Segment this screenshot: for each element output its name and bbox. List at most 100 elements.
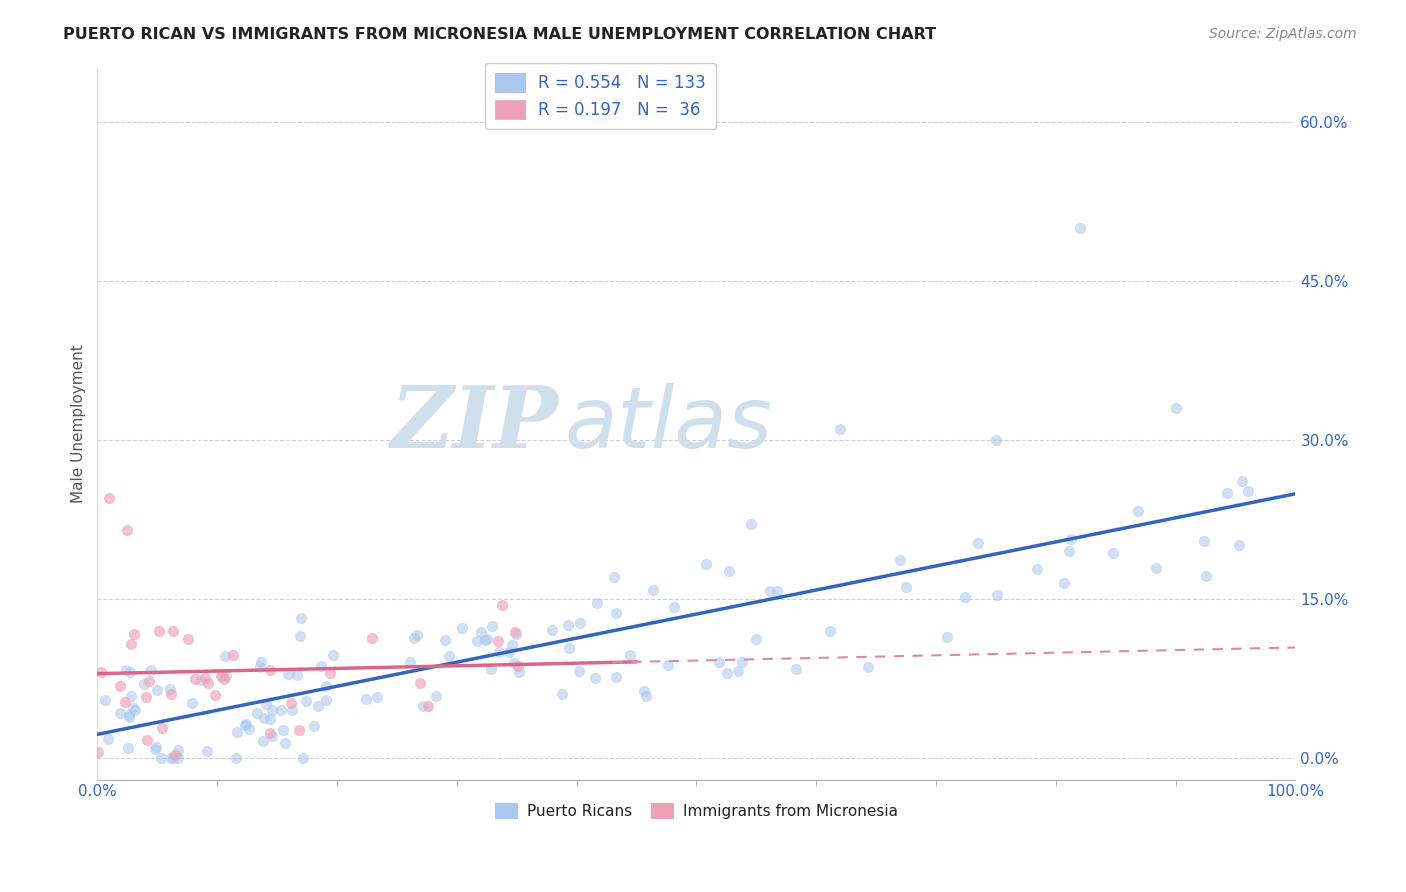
Point xyxy=(766,583,789,598)
Point xyxy=(398,655,420,669)
Point xyxy=(953,590,976,604)
Point xyxy=(481,619,503,633)
Point xyxy=(145,742,167,756)
Point xyxy=(716,666,738,681)
Point xyxy=(262,703,284,717)
Point xyxy=(288,629,311,643)
Point xyxy=(315,679,337,693)
Point xyxy=(557,640,579,655)
Point xyxy=(124,703,146,717)
Point xyxy=(491,599,513,613)
Point xyxy=(271,723,294,738)
Point xyxy=(633,684,655,698)
Point xyxy=(132,677,155,691)
Point xyxy=(470,625,492,640)
Point xyxy=(759,584,782,599)
Point xyxy=(605,606,627,620)
Point xyxy=(222,648,245,662)
Y-axis label: Male Unemployment: Male Unemployment xyxy=(72,344,86,503)
Point xyxy=(731,655,754,669)
Point xyxy=(259,713,281,727)
Point xyxy=(1144,561,1167,575)
Point xyxy=(586,596,609,610)
Point xyxy=(184,672,207,686)
Point xyxy=(1069,220,1091,235)
Point xyxy=(474,632,496,647)
Point xyxy=(136,733,159,747)
Point xyxy=(894,581,917,595)
Point xyxy=(108,679,131,693)
Point xyxy=(190,673,212,687)
Point xyxy=(162,624,184,638)
Point xyxy=(641,583,664,598)
Point xyxy=(354,692,377,706)
Point xyxy=(120,637,142,651)
Point xyxy=(475,632,498,647)
Point xyxy=(437,649,460,664)
Point xyxy=(159,682,181,697)
Point xyxy=(568,616,591,631)
Point xyxy=(148,624,170,639)
Point xyxy=(727,665,749,679)
Point xyxy=(270,702,292,716)
Point xyxy=(252,734,274,748)
Point xyxy=(1164,401,1187,416)
Point xyxy=(503,656,526,670)
Point xyxy=(740,517,762,532)
Point xyxy=(204,688,226,702)
Point xyxy=(1060,533,1083,547)
Point xyxy=(308,698,330,713)
Point xyxy=(98,491,121,506)
Point xyxy=(1227,538,1250,552)
Point xyxy=(138,674,160,689)
Point xyxy=(233,717,256,731)
Point xyxy=(434,632,457,647)
Point xyxy=(322,648,344,663)
Point xyxy=(318,666,340,681)
Text: Source: ZipAtlas.com: Source: ZipAtlas.com xyxy=(1209,27,1357,41)
Point xyxy=(557,618,579,632)
Point xyxy=(662,600,685,615)
Point xyxy=(122,701,145,715)
Legend: Puerto Ricans, Immigrants from Micronesia: Puerto Ricans, Immigrants from Micronesi… xyxy=(489,797,904,825)
Point xyxy=(1128,504,1150,518)
Point xyxy=(280,703,302,717)
Point xyxy=(479,662,502,676)
Point xyxy=(97,731,120,746)
Point xyxy=(936,630,959,644)
Point xyxy=(488,645,510,659)
Point xyxy=(619,648,641,662)
Point xyxy=(117,523,139,537)
Point xyxy=(150,751,173,765)
Point xyxy=(291,751,314,765)
Text: atlas: atlas xyxy=(565,383,773,466)
Point xyxy=(1192,534,1215,549)
Point xyxy=(311,659,333,673)
Point xyxy=(108,706,131,720)
Point xyxy=(657,658,679,673)
Point xyxy=(818,624,841,638)
Point xyxy=(1237,483,1260,498)
Point xyxy=(1026,561,1049,575)
Point xyxy=(583,671,606,685)
Point xyxy=(287,723,309,738)
Point xyxy=(406,628,429,642)
Point xyxy=(360,632,382,646)
Point xyxy=(425,689,447,703)
Point xyxy=(167,742,190,756)
Point xyxy=(603,569,626,583)
Point xyxy=(197,675,219,690)
Point xyxy=(285,668,308,682)
Point xyxy=(295,694,318,708)
Point xyxy=(707,655,730,669)
Point xyxy=(117,740,139,755)
Point xyxy=(139,663,162,677)
Point xyxy=(541,624,564,638)
Point xyxy=(1053,576,1076,591)
Point xyxy=(605,670,627,684)
Point xyxy=(117,708,139,723)
Point xyxy=(160,751,183,765)
Point xyxy=(215,669,238,683)
Point xyxy=(212,672,235,686)
Point xyxy=(967,536,990,550)
